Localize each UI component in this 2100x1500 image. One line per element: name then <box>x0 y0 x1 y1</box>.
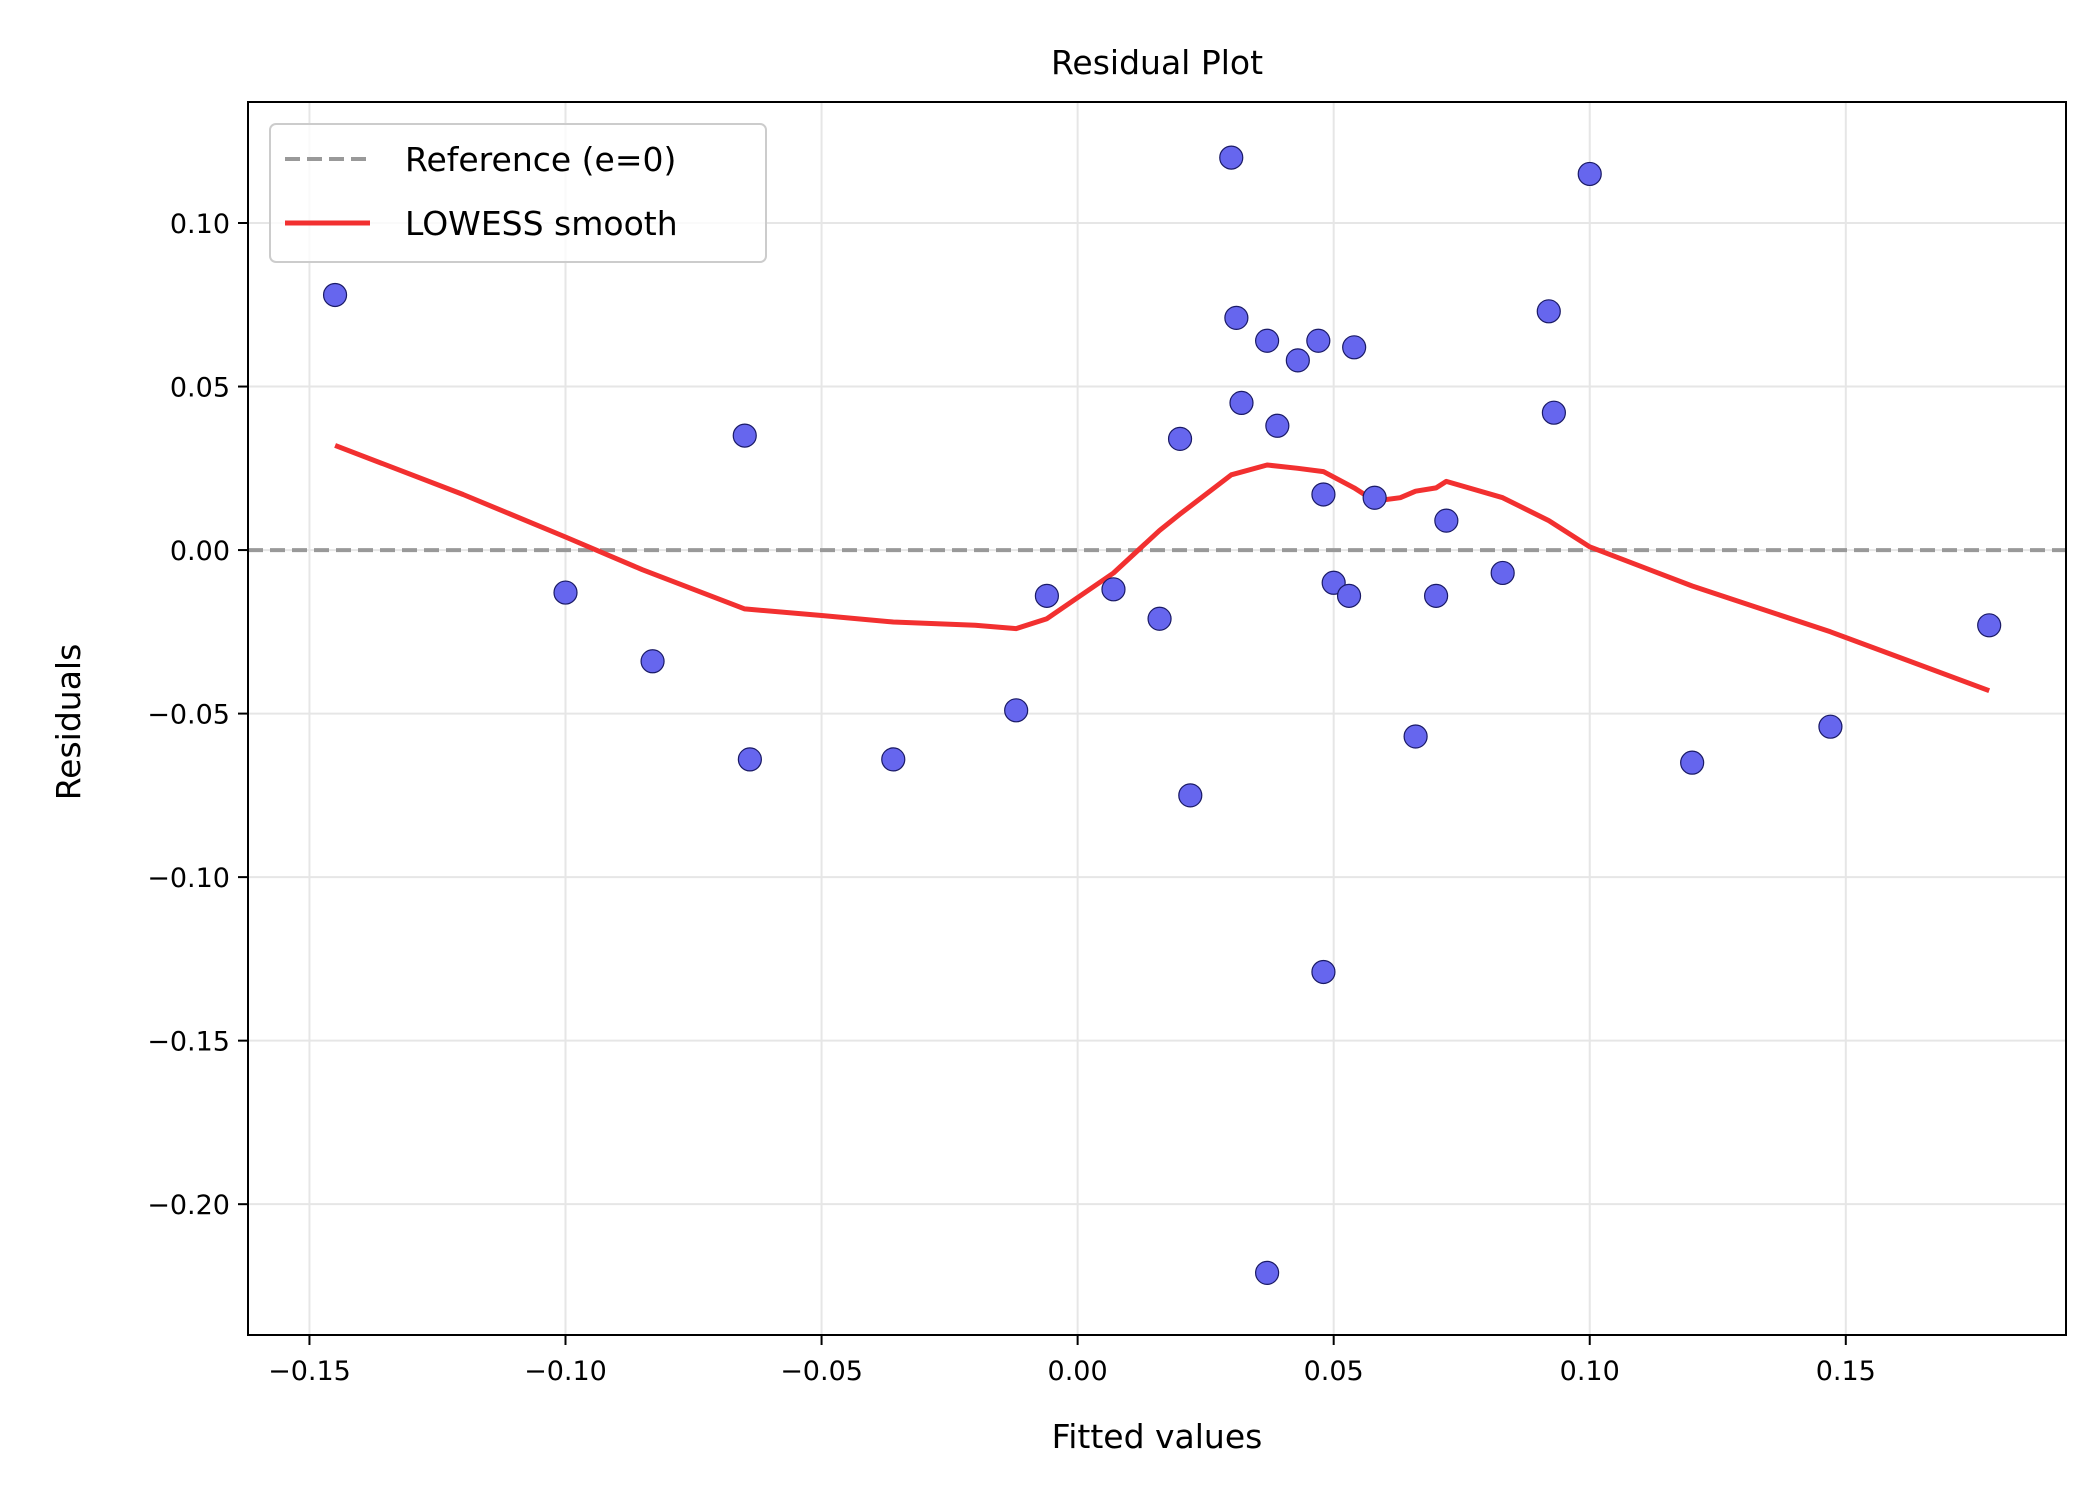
lowess-layer <box>334 443 1991 694</box>
residual-point <box>1101 577 1126 602</box>
residual-point <box>1336 583 1362 608</box>
y-axis-label: Residuals <box>49 644 88 801</box>
residual-point <box>1977 613 2002 638</box>
residual-point <box>1255 1260 1280 1285</box>
residual-point <box>1424 583 1449 608</box>
residual-point <box>1311 482 1336 507</box>
x-axis-ticks: −0.15 −0.10 −0.05 0.00 0.05 0.10 0.15 <box>268 1335 1876 1387</box>
residual-point <box>1342 335 1367 360</box>
residual-point <box>1541 400 1566 425</box>
y-tick-label: 0.00 <box>170 536 230 567</box>
y-tick-label: −0.15 <box>147 1027 230 1058</box>
legend-box <box>269 123 767 263</box>
y-tick-label: 0.10 <box>170 209 230 240</box>
y-tick-label: −0.05 <box>147 700 230 731</box>
residual-point <box>1536 299 1561 324</box>
x-tick-label: 0.10 <box>1560 1356 1620 1387</box>
residual-point <box>1490 560 1515 586</box>
residual-point <box>1311 959 1336 985</box>
residual-point <box>1167 426 1193 451</box>
residual-point <box>1680 750 1705 775</box>
residual-point <box>1403 724 1428 749</box>
residual-point <box>1004 698 1029 723</box>
scatter-points <box>322 145 2002 1285</box>
residual-point <box>1147 606 1172 631</box>
plot-area-frame <box>247 101 2067 1336</box>
legend-lowess-label: LOWESS smooth <box>405 204 678 243</box>
residual-point <box>1219 145 1244 170</box>
residual-point <box>881 747 906 772</box>
residual-point <box>640 649 665 674</box>
residual-point <box>1034 583 1059 608</box>
x-tick-label: 0.15 <box>1816 1356 1876 1387</box>
residual-point <box>732 423 757 448</box>
x-tick-label: −0.15 <box>268 1356 351 1387</box>
residual-point <box>737 747 762 772</box>
y-tick-label: 0.05 <box>170 373 230 404</box>
lowess-line <box>334 443 1991 694</box>
residual-point <box>553 580 578 605</box>
y-tick-label: −0.10 <box>147 863 230 894</box>
legend: Reference (e=0) LOWESS smooth <box>269 123 767 263</box>
x-tick-label: 0.00 <box>1048 1356 1108 1387</box>
legend-reference-label: Reference (e=0) <box>405 140 676 179</box>
y-axis-ticks: 0.10 0.05 0.00 −0.05 −0.10 −0.15 −0.20 <box>147 209 248 1221</box>
residual-point <box>1306 328 1331 353</box>
residual-point <box>1362 485 1387 510</box>
residual-point <box>1577 161 1602 187</box>
residual-point <box>1265 413 1290 438</box>
x-tick-label: 0.05 <box>1304 1356 1364 1387</box>
residual-point <box>1178 783 1203 808</box>
residual-point <box>1229 390 1254 415</box>
y-tick-label: −0.20 <box>147 1190 230 1221</box>
residual-point <box>1255 328 1280 353</box>
chart-title: Residual Plot <box>1051 43 1263 82</box>
residual-point <box>1818 714 1843 739</box>
x-axis-label: Fitted values <box>1052 1417 1263 1456</box>
residual-point <box>1224 305 1249 330</box>
x-tick-label: −0.10 <box>524 1356 607 1387</box>
residual-point <box>1285 348 1310 373</box>
residual-point <box>1434 508 1459 533</box>
residual-point <box>322 282 348 308</box>
x-tick-label: −0.05 <box>780 1356 863 1387</box>
